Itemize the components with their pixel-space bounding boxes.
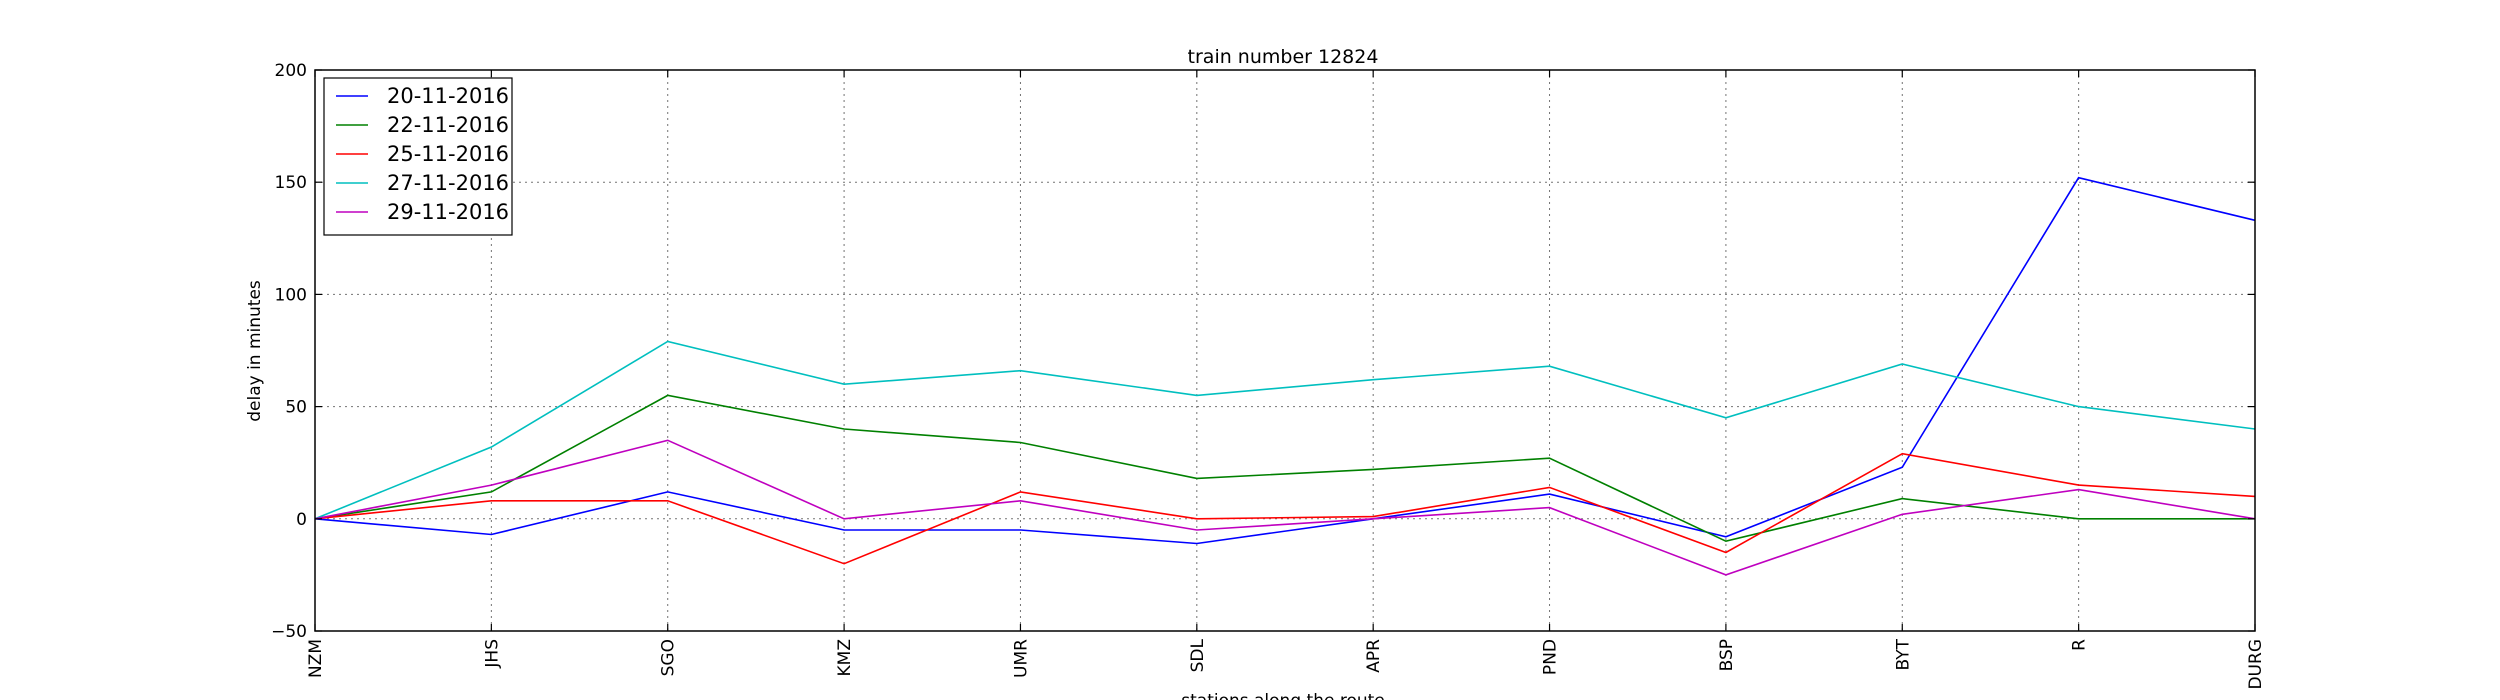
legend-box [323,77,513,236]
plot-frame [314,69,2256,632]
x-tick-label: BSP [1717,639,1737,671]
legend-label: 20-11-2016 [387,84,509,108]
x-tick-label: R [2070,639,2090,651]
series-line [314,452,2256,565]
chart-title: train number 12824 [1188,46,1379,68]
x-axis-label: stations along the route [1181,691,1385,700]
series-line [314,176,2256,545]
legend-label: 25-11-2016 [387,142,509,166]
y-tick-label: 100 [275,285,307,305]
x-tick-label: NZM [306,639,326,678]
legend-label: 22-11-2016 [387,113,509,137]
x-tick-label: APR [1364,639,1384,673]
legend-label: 29-11-2016 [387,200,509,224]
legend: 20-11-2016 22-11-2016 25-11-2016 27-11-2016… [323,77,513,236]
y-tick-label: 0 [296,510,307,530]
x-tick-label: DURG [2246,639,2266,690]
x-tick-label: SDL [1188,638,1208,672]
y-tick-label: 150 [275,173,307,193]
x-tick-label: KMZ [835,639,855,676]
grid-lines [315,70,2255,631]
y-tick-label: 200 [275,61,307,81]
axis-ticks: NZM JHS SGO KMZ UMR SDL APR PND BSP BYT R DURG −50 0 5… [271,61,2266,690]
y-axis-label: delay in minutes [245,280,265,422]
x-tick-label: PND [1541,639,1561,675]
legend-label: 27-11-2016 [387,171,509,195]
series-layer [314,176,2256,576]
y-tick-label: −50 [271,622,307,642]
x-tick-label: BYT [1893,638,1913,670]
x-tick-label: JHS [482,639,502,669]
series-line [314,439,2256,576]
series-line [314,394,2255,543]
series-line [314,340,2256,520]
x-tick-label: SGO [659,639,679,676]
y-tick-label: 50 [285,398,307,418]
x-tick-label: UMR [1011,639,1031,678]
